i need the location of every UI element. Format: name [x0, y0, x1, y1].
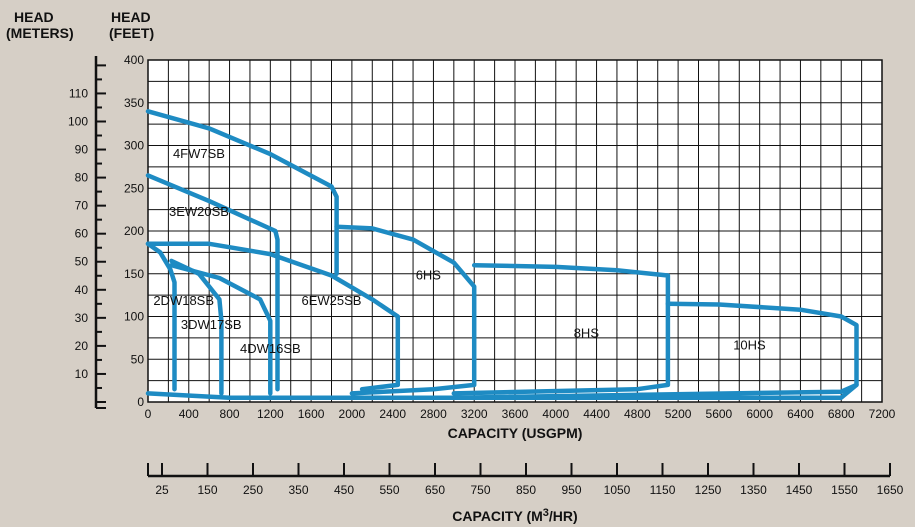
m3hr-tick-label: 650: [425, 483, 445, 497]
series-label: 3EW20SB: [169, 204, 229, 219]
pump-curve-4fw7sb: [145, 109, 339, 277]
x-tick-label: 2000: [339, 407, 366, 421]
meters-tick-label: 60: [75, 227, 89, 241]
y-tick-label-feet: 400: [124, 53, 144, 67]
y-tick-label-feet: 350: [124, 96, 144, 110]
m3hr-tick-label: 950: [561, 483, 581, 497]
y-tick-label-feet: 0: [137, 395, 144, 409]
meters-tick-label: 80: [75, 171, 89, 185]
x-tick-label: 5600: [706, 407, 733, 421]
axis-layer: 0 400 800 1200 1600 2000 2400 2800 3200 3600 4000 4…: [68, 53, 904, 524]
pump-curve-6hs: [334, 224, 477, 396]
head-meters-unit: (METERS): [6, 25, 74, 41]
pump-curve-2dw18sb: [145, 241, 177, 392]
meters-tick-label: 110: [69, 86, 88, 100]
meters-tick-label: 30: [75, 311, 89, 325]
pump-curve-6ew25sb: [145, 241, 401, 392]
series-label: 8HS: [574, 326, 600, 341]
y-tick-label-feet: 250: [124, 181, 144, 195]
x-tick-label: 4400: [583, 407, 610, 421]
m3hr-tick-label: 350: [288, 483, 308, 497]
m3hr-tick-label: 150: [197, 483, 217, 497]
x-tick-label: 2400: [379, 407, 406, 421]
m3hr-tick-label: 750: [470, 483, 490, 497]
head-feet-title: HEAD: [111, 9, 151, 25]
pump-curve-8hs: [451, 262, 671, 396]
x-tick-label: 4800: [624, 407, 651, 421]
series-label: 4FW7SB: [173, 146, 225, 161]
m3hr-tick-label: 450: [334, 483, 354, 497]
meters-tick-label: 70: [75, 199, 89, 213]
series-label: 3DW17SB: [181, 317, 242, 332]
y-tick-label-feet: 100: [124, 310, 144, 324]
m3hr-tick-label: 1150: [650, 483, 676, 497]
series-label: 10HS: [733, 338, 766, 353]
x-tick-label: 1600: [298, 407, 325, 421]
m3hr-axis-label: CAPACITY (M3/HR): [452, 507, 577, 524]
pump-curve-10hs: [451, 301, 859, 400]
m3hr-tick-label: 1350: [740, 483, 767, 497]
plot-area: [147, 59, 883, 403]
x-tick-label: 6000: [746, 407, 773, 421]
x-tick-label: 800: [220, 407, 240, 421]
x-tick-label: 0: [145, 407, 152, 421]
x-tick-label: 2800: [420, 407, 447, 421]
x-tick-label: 6400: [787, 407, 814, 421]
x-tick-label: 5200: [665, 407, 692, 421]
pump-curve-base: [145, 382, 859, 400]
meters-tick-label: 100: [68, 114, 88, 128]
series-label: 4DW16SB: [240, 341, 301, 356]
curve-layer: 4FW7SB 3EW20SB 2DW18SB 3DW17SB 4DW16SB 6EW25S…: [145, 109, 859, 400]
m3hr-tick-label: 1550: [831, 483, 858, 497]
y-tick-label-feet: 150: [124, 267, 144, 281]
series-label: 6EW25SB: [302, 293, 362, 308]
x-tick-label: 6800: [828, 407, 855, 421]
m3hr-tick-label: 550: [379, 483, 399, 497]
meters-tick-label: 20: [75, 339, 89, 353]
x-tick-label: 3200: [461, 407, 488, 421]
series-label: 2DW18SB: [153, 293, 214, 308]
y-tick-label-feet: 50: [131, 352, 145, 366]
head-feet-unit: (FEET): [109, 25, 155, 41]
x-tick-label: 3600: [502, 407, 529, 421]
m3hr-tick-label: 1450: [786, 483, 813, 497]
m3hr-tick-label: 1050: [604, 483, 631, 497]
m3hr-tick-label: 1650: [877, 483, 904, 497]
x-tick-label: 400: [179, 407, 199, 421]
head-meters-title: HEAD: [14, 9, 54, 25]
x-axis-label: CAPACITY (USGPM): [448, 425, 583, 441]
x-tick-label: 7200: [869, 407, 896, 421]
m3hr-tick-label: 25: [155, 483, 169, 497]
series-label: 6HS: [416, 267, 442, 282]
pump-curve-3ew20sb: [145, 173, 280, 392]
m3hr-tick-label: 1250: [695, 483, 722, 497]
y-tick-label-feet: 300: [124, 139, 144, 153]
meters-tick-label: 40: [75, 283, 89, 297]
pump-curve-4dw16sb: [169, 262, 273, 396]
meters-tick-label: 50: [75, 255, 89, 269]
x-tick-label: 1200: [257, 407, 284, 421]
x-tick-label: 4000: [542, 407, 569, 421]
meters-tick-label: 10: [75, 367, 89, 381]
y-tick-label-feet: 200: [124, 224, 144, 238]
m3hr-tick-label: 250: [243, 483, 263, 497]
m3hr-tick-label: 850: [516, 483, 536, 497]
meters-tick-label: 90: [75, 143, 89, 157]
